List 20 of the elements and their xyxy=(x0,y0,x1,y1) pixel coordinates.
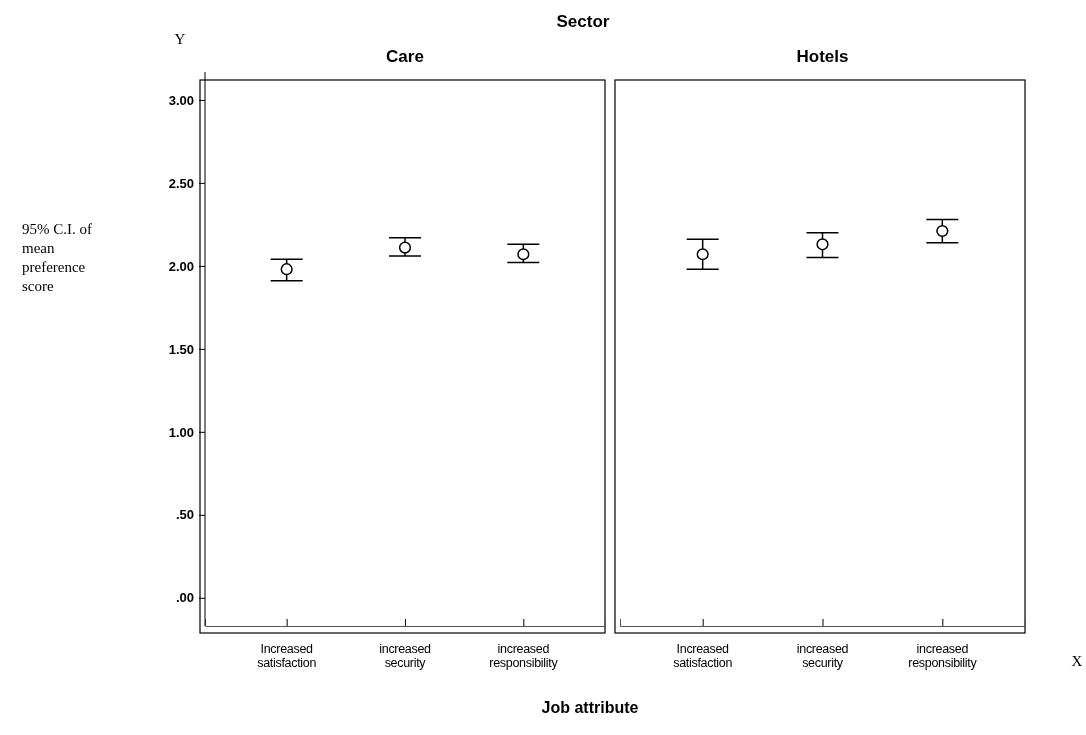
x-tick-label: increased responsibility xyxy=(908,642,978,670)
y-tick-label: 2.00 xyxy=(168,258,194,274)
x-tick-label: increased responsibility xyxy=(489,642,559,670)
x-axis-title: Job attribute xyxy=(541,699,639,716)
x-tick-label: increased security xyxy=(379,642,432,670)
y-tick-label: 1.00 xyxy=(168,424,194,440)
y-tick-label: .50 xyxy=(175,507,194,523)
y-axis-title: 95% C.I. of mean preference score xyxy=(22,221,92,294)
text: Sector xyxy=(556,12,610,31)
x-tick-label: Increased satisfaction xyxy=(257,642,317,670)
chart-title: Hotels xyxy=(796,47,849,66)
y-tick-label: .00 xyxy=(175,590,194,606)
chart-title: Care xyxy=(386,47,424,66)
y-tick-label: 1.50 xyxy=(168,341,194,357)
text: X xyxy=(1071,653,1083,669)
y-tick-label: 2.50 xyxy=(168,175,194,191)
x-tick-label: Increased satisfaction xyxy=(673,642,733,670)
y-tick-label: 3.00 xyxy=(168,92,194,108)
x-tick-label: increased security xyxy=(796,642,849,670)
text: Y xyxy=(174,31,186,47)
